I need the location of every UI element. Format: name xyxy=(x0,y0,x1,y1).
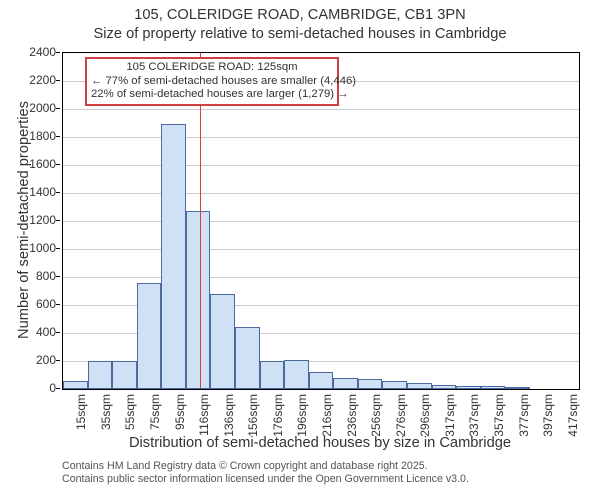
histogram-bar xyxy=(505,387,530,389)
histogram-bar xyxy=(210,294,235,389)
x-tick: 75sqm xyxy=(148,394,162,444)
footer-attribution: Contains HM Land Registry data © Crown c… xyxy=(62,460,578,486)
gridline xyxy=(63,277,579,278)
histogram-bar xyxy=(382,381,407,389)
histogram-bar xyxy=(137,283,162,389)
y-tick: 200 xyxy=(20,353,56,367)
gridline xyxy=(63,165,579,166)
x-tick: 357sqm xyxy=(492,394,506,444)
histogram-bar xyxy=(260,361,285,389)
gridline xyxy=(63,137,579,138)
x-tick: 35sqm xyxy=(99,394,113,444)
callout-line: ← 77% of semi-detached houses are smalle… xyxy=(91,75,333,89)
histogram-bar xyxy=(481,386,506,389)
chart-wrap: Number of semi-detached properties 105 C… xyxy=(0,0,600,500)
footer-line-1: Contains HM Land Registry data © Crown c… xyxy=(62,460,578,473)
callout-box: 105 COLERIDGE ROAD: 125sqm← 77% of semi-… xyxy=(85,57,339,106)
x-tick: 55sqm xyxy=(123,394,137,444)
x-tick: 236sqm xyxy=(345,394,359,444)
gridline xyxy=(63,221,579,222)
y-tick: 1600 xyxy=(20,157,56,171)
x-tick: 397sqm xyxy=(541,394,555,444)
histogram-bar xyxy=(161,124,186,389)
y-tick: 1200 xyxy=(20,213,56,227)
histogram-bar xyxy=(407,383,432,389)
gridline xyxy=(63,109,579,110)
x-tick: 216sqm xyxy=(320,394,334,444)
x-tick: 136sqm xyxy=(222,394,236,444)
histogram-bar xyxy=(112,361,137,389)
x-tick: 417sqm xyxy=(566,394,580,444)
y-tick: 2000 xyxy=(20,101,56,115)
histogram-bar xyxy=(63,381,88,389)
plot-area: 105 COLERIDGE ROAD: 125sqm← 77% of semi-… xyxy=(62,52,580,390)
footer-line-2: Contains public sector information licen… xyxy=(62,473,578,486)
y-tick: 800 xyxy=(20,269,56,283)
gridline xyxy=(63,193,579,194)
x-tick: 296sqm xyxy=(418,394,432,444)
histogram-bar xyxy=(309,372,334,389)
histogram-bar xyxy=(456,386,481,389)
histogram-bar xyxy=(284,360,309,389)
callout-line: 105 COLERIDGE ROAD: 125sqm xyxy=(91,61,333,75)
y-tick: 2400 xyxy=(20,45,56,59)
x-tick: 196sqm xyxy=(295,394,309,444)
callout-line: 22% of semi-detached houses are larger (… xyxy=(91,88,333,102)
x-tick: 337sqm xyxy=(467,394,481,444)
x-tick: 156sqm xyxy=(246,394,260,444)
y-tick: 1000 xyxy=(20,241,56,255)
x-tick: 276sqm xyxy=(394,394,408,444)
y-tick: 0 xyxy=(20,381,56,395)
x-tick: 116sqm xyxy=(197,394,211,444)
y-tick: 1400 xyxy=(20,185,56,199)
x-tick: 95sqm xyxy=(173,394,187,444)
histogram-bar xyxy=(432,385,457,389)
x-tick: 176sqm xyxy=(271,394,285,444)
y-tick: 2200 xyxy=(20,73,56,87)
y-tick: 1800 xyxy=(20,129,56,143)
histogram-bar xyxy=(358,379,383,389)
x-tick: 317sqm xyxy=(443,394,457,444)
x-tick: 377sqm xyxy=(517,394,531,444)
histogram-bar xyxy=(333,378,358,389)
histogram-bar xyxy=(235,327,260,389)
histogram-bar xyxy=(186,211,211,389)
x-tick: 256sqm xyxy=(369,394,383,444)
y-tick: 400 xyxy=(20,325,56,339)
x-tick: 15sqm xyxy=(74,394,88,444)
histogram-bar xyxy=(88,361,113,389)
y-tick: 600 xyxy=(20,297,56,311)
gridline xyxy=(63,249,579,250)
